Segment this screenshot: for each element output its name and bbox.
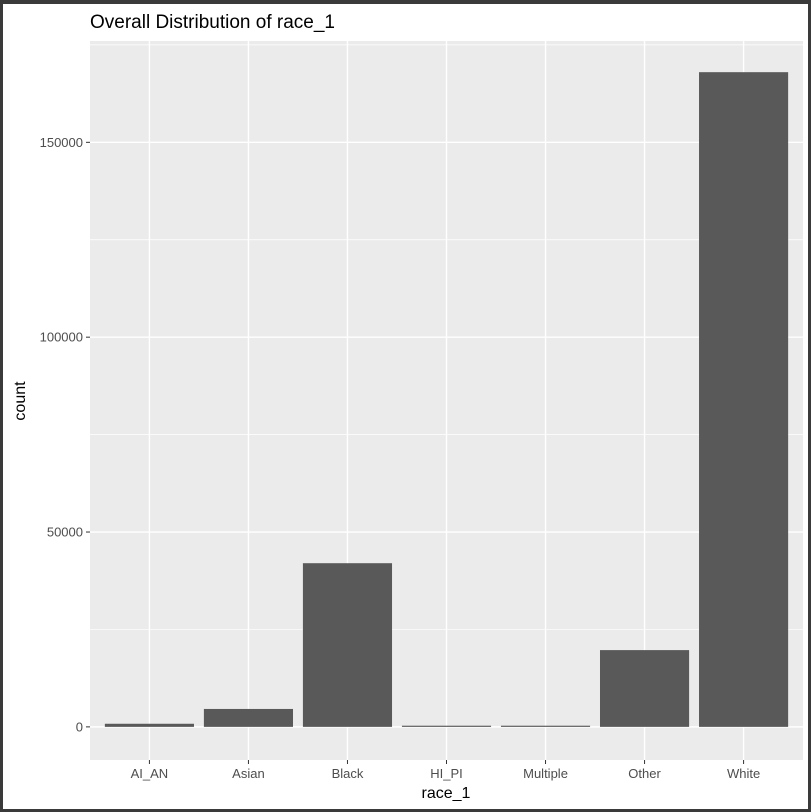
bar-asian xyxy=(203,708,294,727)
x-tick-label: Multiple xyxy=(523,766,568,781)
bar-other xyxy=(599,650,690,727)
y-tick-label: 100000 xyxy=(40,330,83,345)
chart-title: Overall Distribution of race_1 xyxy=(90,12,335,33)
x-axis-title: race_1 xyxy=(422,785,471,802)
x-tick-label: HI_PI xyxy=(430,766,463,781)
bar-chart: Overall Distribution of race_1 0 50000 100… xyxy=(12,12,803,802)
y-tick-label: 0 xyxy=(76,719,83,734)
x-tick-label: AI_AN xyxy=(131,766,169,781)
y-tick-label: 150000 xyxy=(40,135,83,150)
bars xyxy=(104,72,789,727)
bar-multiple xyxy=(500,725,591,727)
x-tick-label: Asian xyxy=(232,766,265,781)
x-tick-label: Other xyxy=(628,766,661,781)
y-axis-title: count xyxy=(12,381,29,421)
x-axis-ticks: AI_AN Asian Black HI_PI Multiple Other White xyxy=(131,760,760,781)
bar-white xyxy=(699,72,789,727)
bar-black xyxy=(302,563,393,727)
x-tick-label: Black xyxy=(332,766,364,781)
bar-hi-pi xyxy=(401,725,492,727)
y-tick-label: 50000 xyxy=(47,525,83,540)
x-tick-label: White xyxy=(727,766,760,781)
bar-ai-an xyxy=(104,723,194,727)
y-axis-ticks: 0 50000 100000 150000 xyxy=(40,135,90,734)
